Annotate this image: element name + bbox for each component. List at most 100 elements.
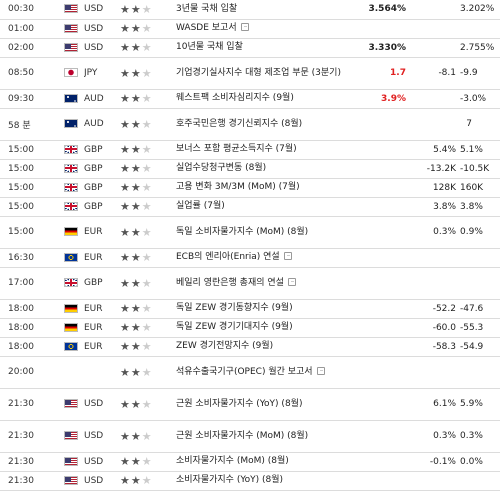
event-row[interactable]: 15:00 GBP ★★★ 실업수당청구변동 (8월) -13.2K -10.5K	[0, 159, 500, 178]
event-name-cell[interactable]: 실업수당청구변동 (8월)	[176, 159, 350, 178]
previous-value: -47.6	[460, 303, 484, 314]
actual-value	[350, 159, 410, 178]
event-name-cell[interactable]: 고용 변화 3M/3M (MoM) (7월)	[176, 178, 350, 197]
event-row[interactable]: 17:00 GBP ★★★ 베일리 영란은행 총재의 연설	[0, 267, 500, 299]
actual-value	[350, 388, 410, 420]
star-icon: ★	[120, 66, 131, 80]
star-icon: ★	[141, 429, 153, 443]
event-row[interactable]: 01:00 USD ★★★ WASDE 보고서	[0, 19, 500, 38]
event-name[interactable]: ECB의 엔리아(Enria) 연설	[176, 252, 280, 262]
event-row[interactable]: 21:30 USD ★★★ 소비자물가지수 (MoM) (8월) -0.1% 0.0%	[0, 452, 500, 471]
event-row[interactable]: 21:30 USD ★★★ 근원 소비자물가지수 (YoY) (8월) 6.1% 5.9%	[0, 388, 500, 420]
event-name[interactable]: WASDE 보고서	[176, 23, 237, 33]
event-name-cell[interactable]: 독일 ZEW 경기기대지수 (9월)	[176, 318, 350, 337]
event-name-cell[interactable]: 웨스트팩 소비자심리지수 (9월)	[176, 89, 350, 108]
event-name[interactable]: 기업경기실사지수 대형 제조업 부문 (3분기)	[176, 67, 341, 78]
document-icon[interactable]	[316, 366, 325, 375]
event-name[interactable]: 석유수출국기구(OPEC) 월간 보고서	[176, 366, 313, 377]
event-row[interactable]: 15:00 GBP ★★★ 보너스 포함 평균소득지수 (7월) 5.4% 5.1%	[0, 140, 500, 159]
event-name-cell[interactable]: 소비자물가지수 (MoM) (8월)	[176, 452, 350, 471]
forecast-value	[410, 38, 460, 57]
star-icon: ★	[120, 41, 131, 54]
event-currency: GBP	[84, 163, 103, 174]
event-name[interactable]: 소비자물가지수 (YoY) (8월)	[176, 475, 284, 485]
star-icon: ★	[141, 22, 153, 35]
event-name[interactable]: 10년물 국채 입찰	[176, 42, 243, 52]
event-name-cell[interactable]: 석유수출국기구(OPEC) 월간 보고서	[176, 356, 350, 388]
event-name[interactable]: 근원 소비자물가지수 (MoM) (8월)	[176, 430, 309, 441]
country-flag-cell	[64, 108, 84, 140]
star-icon: ★	[120, 302, 131, 315]
star-icon: ★	[120, 162, 131, 175]
event-name-cell[interactable]: 실업률 (7월)	[176, 197, 350, 216]
event-row[interactable]: 21:30 USD ★★★ 근원 소비자물가지수 (MoM) (8월) 0.3% 0.3%	[0, 420, 500, 452]
event-time: 09:30	[8, 93, 34, 104]
event-row[interactable]: 09:30 AUD ★★★ 웨스트팩 소비자심리지수 (9월) 3.9% -3.0%	[0, 89, 500, 108]
event-name-cell[interactable]: 베일리 영란은행 총재의 연설	[176, 267, 350, 299]
importance-rating: ★★★	[120, 248, 176, 267]
event-currency: GBP	[84, 144, 103, 155]
event-row[interactable]: 18:00 EUR ★★★ ZEW 경기전망지수 (9월) -58.3 -54.9	[0, 337, 500, 356]
event-name[interactable]: 실업률 (7월)	[176, 201, 225, 211]
country-flag-cell	[64, 267, 84, 299]
event-name-cell[interactable]: 기업경기실사지수 대형 제조업 부문 (3분기)	[176, 57, 350, 89]
event-name-cell[interactable]: 보너스 포함 평균소득지수 (7월)	[176, 140, 350, 159]
event-name[interactable]: ZEW 경기전망지수 (9월)	[176, 341, 274, 351]
event-name-cell[interactable]: 소비자물가지수 (YoY) (8월)	[176, 471, 350, 490]
event-time: 15:00	[8, 201, 34, 212]
event-name[interactable]: 3년물 국채 입찰	[176, 3, 238, 14]
event-row[interactable]: 08:50 JPY ★★★ 기업경기실사지수 대형 제조업 부문 (3분기) 1.7 -8…	[0, 57, 500, 89]
star-icon: ★	[120, 225, 131, 239]
event-name-cell[interactable]: WASDE 보고서	[176, 19, 350, 38]
event-name-cell[interactable]: 독일 소비자물가지수 (MoM) (8월)	[176, 216, 350, 248]
previous-value: 3.8%	[460, 201, 483, 212]
event-row[interactable]: 58 분 AUD ★★★ 호주국민은행 경기신뢰지수 (8월) 7	[0, 108, 500, 140]
event-name[interactable]: 실업수당청구변동 (8월)	[176, 163, 267, 173]
event-name-cell[interactable]: 근원 소비자물가지수 (YoY) (8월)	[176, 388, 350, 420]
document-icon[interactable]	[283, 252, 292, 260]
star-icon: ★	[120, 2, 131, 16]
star-icon: ★	[130, 365, 142, 379]
event-row[interactable]: 15:00 EUR ★★★ 독일 소비자물가지수 (MoM) (8월) 0.3% 0.9%	[0, 216, 500, 248]
event-name[interactable]: 독일 소비자물가지수 (MoM) (8월)	[176, 226, 309, 237]
event-name[interactable]: 근원 소비자물가지수 (YoY) (8월)	[176, 398, 303, 409]
event-name-cell[interactable]: ZEW 경기전망지수 (9월)	[176, 337, 350, 356]
forecast-value	[410, 471, 460, 490]
importance-rating: ★★★	[120, 19, 176, 38]
event-name-cell[interactable]: 호주국민은행 경기신뢰지수 (8월)	[176, 108, 350, 140]
event-name[interactable]: 독일 ZEW 경기동향지수 (9월)	[176, 303, 293, 313]
event-name[interactable]: 독일 ZEW 경기기대지수 (9월)	[176, 322, 293, 332]
forecast-value: 128K	[432, 182, 456, 193]
event-time: 16:30	[8, 252, 34, 263]
forecast-value: 6.1%	[433, 399, 456, 409]
event-row[interactable]: 20:00 ★★★ 석유수출국기구(OPEC) 월간 보고서	[0, 356, 500, 388]
event-row[interactable]: 18:00 EUR ★★★ 독일 ZEW 경기동향지수 (9월) -52.2 -47.6	[0, 299, 500, 318]
document-icon[interactable]	[287, 277, 296, 286]
event-currency: USD	[84, 399, 104, 409]
event-row[interactable]: 21:30 USD ★★★ 소비자물가지수 (YoY) (8월)	[0, 471, 500, 490]
event-name[interactable]: 웨스트팩 소비자심리지수 (9월)	[176, 93, 294, 103]
event-name-cell[interactable]: 근원 소비자물가지수 (MoM) (8월)	[176, 420, 350, 452]
event-name-cell[interactable]: 10년물 국채 입찰	[176, 38, 350, 57]
event-name-cell[interactable]: ECB의 엔리아(Enria) 연설	[176, 248, 350, 267]
event-name[interactable]: 고용 변화 3M/3M (MoM) (7월)	[176, 182, 300, 192]
event-row[interactable]: 00:30 USD ★★★ 3년물 국채 입찰 3.564% 3.202%	[0, 0, 500, 19]
de-flag-icon	[64, 227, 78, 236]
star-icon: ★	[130, 143, 142, 156]
event-name[interactable]: 호주국민은행 경기신뢰지수 (8월)	[176, 118, 303, 129]
importance-rating: ★★★	[120, 356, 176, 388]
event-row[interactable]: 16:30 EUR ★★★ ECB의 엔리아(Enria) 연설	[0, 248, 500, 267]
event-name[interactable]: 베일리 영란은행 총재의 연설	[176, 277, 284, 288]
event-row[interactable]: 02:00 USD ★★★ 10년물 국채 입찰 3.330% 2.755%	[0, 38, 500, 57]
event-row[interactable]: 15:00 GBP ★★★ 고용 변화 3M/3M (MoM) (7월) 128K 160…	[0, 178, 500, 197]
event-name-cell[interactable]: 독일 ZEW 경기동향지수 (9월)	[176, 299, 350, 318]
event-row[interactable]: 15:00 GBP ★★★ 실업률 (7월) 3.8% 3.8%	[0, 197, 500, 216]
event-row[interactable]: 18:00 EUR ★★★ 독일 ZEW 경기기대지수 (9월) -60.0 -55.3	[0, 318, 500, 337]
document-icon[interactable]	[240, 23, 249, 31]
event-currency: EUR	[84, 303, 103, 314]
event-name[interactable]: 소비자물가지수 (MoM) (8월)	[176, 456, 289, 466]
star-icon: ★	[141, 276, 153, 290]
event-currency: USD	[84, 475, 104, 486]
event-name[interactable]: 보너스 포함 평균소득지수 (7월)	[176, 144, 297, 154]
event-name-cell[interactable]: 3년물 국채 입찰	[176, 0, 350, 19]
